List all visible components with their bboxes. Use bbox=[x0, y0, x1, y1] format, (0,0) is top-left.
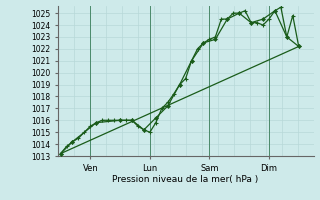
X-axis label: Pression niveau de la mer( hPa ): Pression niveau de la mer( hPa ) bbox=[112, 175, 259, 184]
